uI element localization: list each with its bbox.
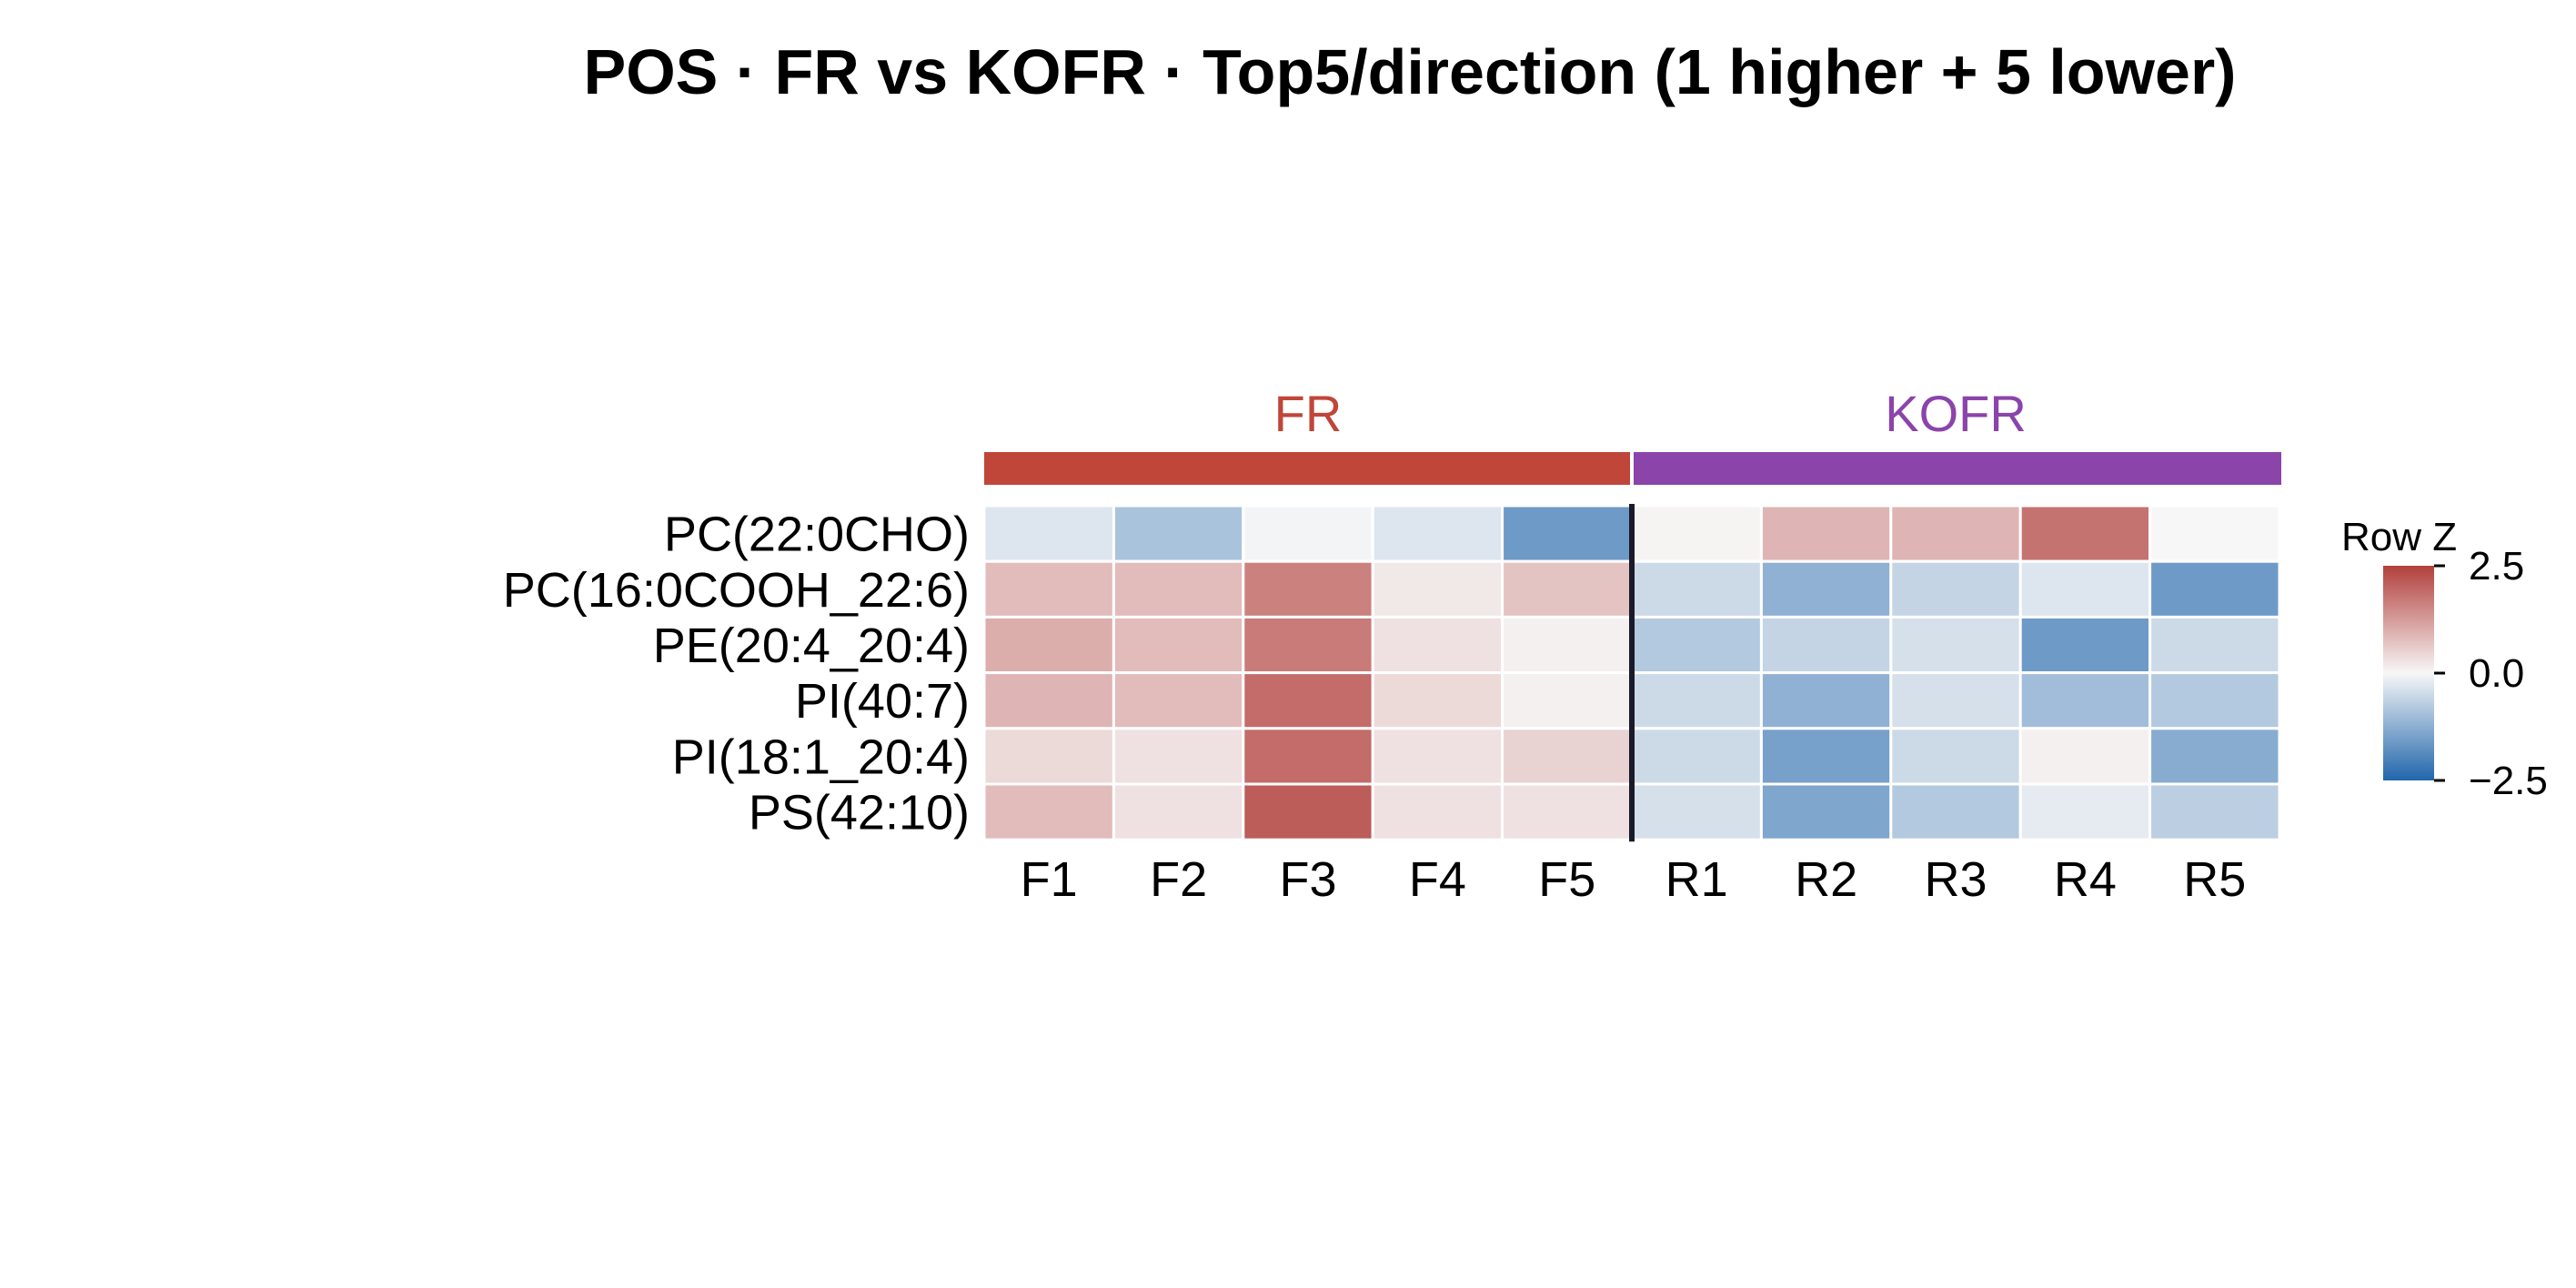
heatmap-cell xyxy=(1371,504,1504,563)
column-label: R1 xyxy=(1665,852,1728,907)
column-label: F5 xyxy=(1538,852,1595,907)
heatmap-cell xyxy=(1242,782,1374,841)
heatmap-cell xyxy=(2018,559,2152,619)
legend-colorbar xyxy=(2383,566,2434,780)
legend-tick-label: 2.5 xyxy=(2469,544,2524,589)
row-label: PC(22:0CHO) xyxy=(664,508,970,562)
heatmap-cell xyxy=(1759,559,1893,619)
column-label: R2 xyxy=(1795,852,1857,907)
heatmap-cell xyxy=(1112,727,1245,786)
heatmap-cell xyxy=(982,615,1115,675)
column-label: R5 xyxy=(2183,852,2246,907)
heatmap-cell xyxy=(1889,559,2022,619)
column-label: R4 xyxy=(2054,852,2117,907)
heatmap-cell xyxy=(1630,671,1763,730)
heatmap-cell xyxy=(2148,504,2281,563)
heatmap-cell xyxy=(1112,559,1245,619)
heatmap-cell xyxy=(2018,504,2152,563)
heatmap-cell xyxy=(1889,615,2022,675)
column-label: F4 xyxy=(1409,852,1466,907)
group-label-fr: FR xyxy=(1274,385,1343,442)
legend-ticks: 2.5 0.0 −2.5 xyxy=(2434,544,2548,803)
heatmap-cells xyxy=(982,504,2281,841)
heatmap-cell xyxy=(2148,671,2281,730)
heatmap-cell xyxy=(1889,671,2022,730)
row-labels: PC(22:0CHO)PC(16:0COOH_22:6)PE(20:4_20:4… xyxy=(503,508,970,840)
heatmap-cell xyxy=(1501,671,1634,730)
heatmap-cell xyxy=(1371,615,1504,675)
heatmap-cell xyxy=(1112,615,1245,675)
heatmap-cell xyxy=(1501,504,1634,563)
group-bar-kofr xyxy=(1634,452,2281,485)
heatmap-cell xyxy=(1112,504,1245,563)
heatmap-cell xyxy=(982,504,1115,563)
legend-tick-label: 0.0 xyxy=(2469,651,2524,696)
heatmap-cell xyxy=(1759,671,1893,730)
heatmap-cell xyxy=(982,671,1115,730)
heatmap-cell xyxy=(1112,782,1245,841)
row-label: PI(18:1_20:4) xyxy=(672,730,970,784)
heatmap-cell xyxy=(1501,615,1634,675)
heatmap-cell xyxy=(1242,559,1374,619)
heatmap-cell xyxy=(1759,727,1893,786)
heatmap-cell xyxy=(2018,615,2152,675)
row-label: PC(16:0COOH_22:6) xyxy=(503,563,970,618)
column-label: F3 xyxy=(1279,852,1336,907)
heatmap-cell xyxy=(2018,782,2152,841)
group-bar-fr xyxy=(984,452,1630,485)
heatmap-cell xyxy=(1889,504,2022,563)
legend-tick-label: −2.5 xyxy=(2469,759,2548,803)
group-annotation-bars: FR KOFR xyxy=(984,385,2281,485)
heatmap-cell xyxy=(1630,615,1763,675)
heatmap-cell xyxy=(982,559,1115,619)
heatmap-cell xyxy=(2148,782,2281,841)
column-label: F1 xyxy=(1021,852,1078,907)
heatmap-cell xyxy=(1112,671,1245,730)
heatmap-cell xyxy=(1242,504,1374,563)
heatmap-cell xyxy=(982,782,1115,841)
column-label: R3 xyxy=(1924,852,1987,907)
row-label: PS(42:10) xyxy=(749,786,970,840)
heatmap-cell xyxy=(1630,727,1763,786)
heatmap-cell xyxy=(1759,782,1893,841)
heatmap-cell xyxy=(1242,671,1374,730)
heatmap-cell xyxy=(2148,615,2281,675)
heatmap-cell xyxy=(1501,727,1634,786)
heatmap-cell xyxy=(1371,671,1504,730)
heatmap-cell xyxy=(1371,782,1504,841)
heatmap-cell xyxy=(1501,559,1634,619)
legend-title: Row Z xyxy=(2341,515,2457,559)
heatmap-cell xyxy=(2018,727,2152,786)
heatmap-cell xyxy=(1501,782,1634,841)
column-label: F2 xyxy=(1150,852,1207,907)
row-label: PE(20:4_20:4) xyxy=(653,619,970,673)
heatmap-cell xyxy=(1371,559,1504,619)
chart-title: POS · FR vs KOFR · Top5/direction (1 hig… xyxy=(584,36,2237,107)
heatmap-cell xyxy=(1759,504,1893,563)
heatmap-cell xyxy=(1759,615,1893,675)
row-label: PI(40:7) xyxy=(795,674,970,729)
heatmap-cell xyxy=(1242,727,1374,786)
group-label-kofr: KOFR xyxy=(1885,385,2027,442)
column-labels: F1 F2 F3 F4 F5 R1 R2 R3 R4 R5 xyxy=(1021,852,2247,907)
heatmap-cell xyxy=(1242,615,1374,675)
heatmap-cell xyxy=(2148,559,2281,619)
heatmap-cell xyxy=(2148,727,2281,786)
heatmap-cell xyxy=(1889,727,2022,786)
heatmap-cell xyxy=(1630,782,1763,841)
color-legend: Row Z 2.5 0.0 −2.5 xyxy=(2341,515,2548,803)
heatmap-cell xyxy=(1371,727,1504,786)
heatmap-cell xyxy=(2018,671,2152,730)
heatmap-cell xyxy=(1630,559,1763,619)
heatmap-cell xyxy=(982,727,1115,786)
heatmap-cell xyxy=(1889,782,2022,841)
heatmap-cell xyxy=(1630,504,1763,563)
